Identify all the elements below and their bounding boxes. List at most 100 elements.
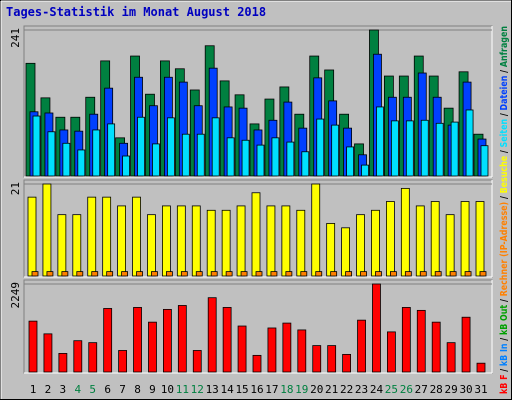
bar (43, 333, 53, 373)
legend-separator: / (499, 296, 510, 304)
bar (296, 209, 306, 277)
bar (211, 117, 220, 177)
bar (210, 271, 218, 277)
bar (32, 115, 41, 177)
bar (331, 124, 340, 177)
bar (301, 151, 310, 177)
bar (465, 109, 474, 177)
bar (430, 201, 440, 277)
y-max-label: 21 (9, 182, 22, 195)
x-tick-label: 24 (370, 383, 384, 396)
x-tick-label: 7 (119, 383, 126, 396)
legend: kB F / kB In / kB Out / Rechner (IP-Adre… (499, 26, 510, 394)
x-tick-label: 30 (459, 383, 472, 396)
bar (121, 271, 128, 277)
legend-entry: kB In (499, 343, 510, 366)
bar (386, 331, 396, 373)
bar (106, 271, 114, 277)
bar (180, 271, 188, 277)
bar (165, 271, 173, 277)
bar (357, 319, 366, 373)
bar (77, 149, 86, 177)
legend-entry: Dateien (499, 76, 510, 111)
bar (107, 123, 116, 177)
bar (133, 307, 142, 373)
bar (206, 209, 216, 277)
bar (341, 227, 351, 277)
legend-separator: / (499, 67, 510, 75)
x-tick-label: 29 (445, 383, 458, 396)
x-tick-label: 25 (385, 383, 398, 396)
x-tick-label: 23 (355, 383, 368, 396)
bar (281, 205, 291, 277)
bar (161, 205, 171, 277)
bar (181, 133, 190, 177)
bar (237, 325, 247, 373)
legend-entry: Besuche (499, 156, 510, 194)
bar (345, 271, 353, 277)
bar (136, 271, 143, 277)
bar (300, 271, 308, 277)
bar (42, 183, 52, 277)
bar (416, 309, 426, 373)
bar (92, 129, 101, 177)
legend-separator: / (499, 110, 510, 118)
legend-entry: Anfragen (499, 26, 510, 67)
bar (191, 205, 201, 277)
bar (196, 133, 205, 177)
bar (404, 271, 412, 277)
chart-title: Tages-Statistik im Monat August 2018 (6, 5, 266, 19)
bar (431, 321, 441, 373)
bar (192, 350, 202, 373)
bar (405, 120, 414, 177)
bar (226, 137, 235, 177)
bar (118, 350, 127, 373)
bar (342, 353, 352, 373)
bar (286, 141, 295, 177)
bar (132, 196, 141, 277)
bar (390, 120, 399, 177)
bar (221, 209, 231, 277)
bar (137, 116, 145, 177)
x-tick-label: 8 (134, 383, 141, 396)
bar (312, 345, 322, 373)
x-tick-label: 4 (74, 383, 81, 396)
bar (480, 145, 489, 177)
x-tick-label: 26 (400, 383, 413, 396)
x-tick-label: 9 (149, 383, 156, 396)
bar (240, 271, 248, 277)
bar (361, 164, 369, 177)
bar (255, 271, 263, 277)
bar (76, 271, 84, 277)
bar (241, 139, 250, 177)
bar (400, 187, 410, 277)
x-tick-label: 15 (235, 383, 248, 396)
bar (102, 196, 112, 277)
bar (73, 340, 83, 373)
x-tick-label: 13 (206, 383, 219, 396)
bar (375, 271, 382, 277)
bar (285, 271, 293, 277)
bar (61, 271, 69, 277)
bar (385, 201, 395, 277)
bar (57, 214, 67, 277)
bar (151, 271, 158, 277)
bar (176, 205, 186, 277)
legend-separator: / (499, 193, 510, 201)
legend-separator: / (499, 335, 510, 343)
bar (117, 205, 126, 277)
bar (316, 118, 325, 177)
bar (31, 271, 39, 277)
bar (346, 146, 355, 177)
legend-separator: / (499, 147, 510, 155)
bar (401, 307, 411, 373)
bar (28, 320, 38, 373)
bar (270, 271, 278, 277)
legend-entry: kB Out (499, 304, 510, 335)
bar (195, 271, 203, 277)
x-tick-label: 16 (250, 383, 263, 396)
x-tick-label: 3 (60, 383, 67, 396)
bar (72, 214, 82, 277)
bar (479, 271, 487, 277)
